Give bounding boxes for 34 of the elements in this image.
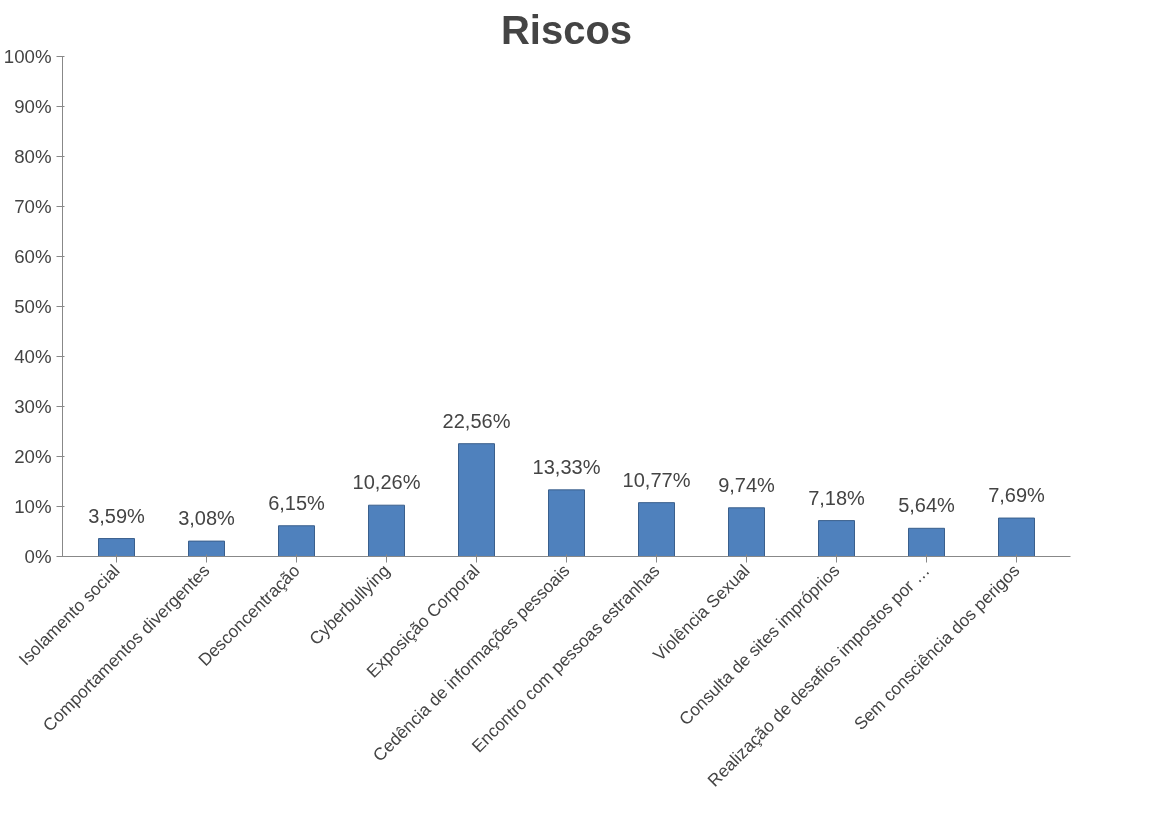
data-label: 7,69% <box>988 484 1046 507</box>
y-tick-label: 10% <box>14 496 52 517</box>
data-label: 22,56% <box>442 409 511 432</box>
data-label: 5,64% <box>898 494 956 517</box>
bar <box>368 504 405 557</box>
bar <box>188 540 225 557</box>
bar <box>458 443 495 557</box>
bar <box>98 538 135 557</box>
bar <box>908 527 945 557</box>
data-label: 6,15% <box>268 491 326 514</box>
data-label: 3,59% <box>88 504 146 527</box>
bar <box>998 517 1035 557</box>
data-label: 13,33% <box>532 455 601 478</box>
data-label: 7,18% <box>808 486 866 509</box>
bar <box>818 520 855 557</box>
bar <box>638 502 675 557</box>
data-label: 10,26% <box>352 471 421 494</box>
y-tick-label: 0% <box>24 546 52 567</box>
bar <box>278 525 315 557</box>
y-tick-label: 60% <box>14 246 52 267</box>
y-tick-label: 90% <box>14 96 52 117</box>
y-tick-label: 30% <box>14 396 52 417</box>
bar <box>548 489 585 557</box>
bar <box>728 507 765 557</box>
y-tick-label: 100% <box>3 46 52 67</box>
data-label: 9,74% <box>718 473 776 496</box>
y-tick-label: 50% <box>14 296 52 317</box>
y-tick-label: 40% <box>14 346 52 367</box>
data-label: 10,77% <box>622 468 691 491</box>
chart-title: Riscos <box>500 7 633 52</box>
data-label: 3,08% <box>178 507 236 530</box>
y-tick-label: 70% <box>14 196 52 217</box>
y-tick-label: 20% <box>14 446 52 467</box>
y-tick-label: 80% <box>14 146 52 167</box>
